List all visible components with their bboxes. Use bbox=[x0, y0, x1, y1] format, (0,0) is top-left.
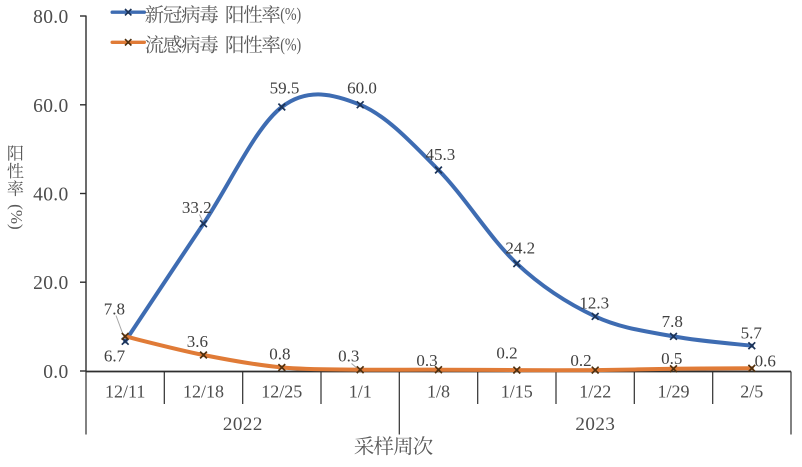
svg-text:59.5: 59.5 bbox=[270, 79, 300, 98]
svg-text:1/8: 1/8 bbox=[427, 382, 450, 402]
svg-text:45.3: 45.3 bbox=[426, 145, 456, 164]
svg-text:(%): (%) bbox=[280, 4, 301, 25]
svg-text:2023: 2023 bbox=[575, 414, 615, 435]
svg-text:1/1: 1/1 bbox=[349, 382, 372, 402]
svg-text:12/18: 12/18 bbox=[183, 382, 224, 402]
svg-text:12/11: 12/11 bbox=[105, 382, 145, 402]
svg-text:60.0: 60.0 bbox=[347, 78, 377, 97]
svg-text:6.7: 6.7 bbox=[104, 347, 126, 366]
svg-text:(%): (%) bbox=[7, 204, 26, 229]
svg-text:24.2: 24.2 bbox=[505, 239, 535, 258]
svg-text:0.6: 0.6 bbox=[755, 352, 776, 371]
svg-text:5.7: 5.7 bbox=[741, 324, 763, 343]
svg-text:1/22: 1/22 bbox=[579, 382, 611, 402]
svg-text:12.3: 12.3 bbox=[579, 294, 609, 313]
svg-text:2022: 2022 bbox=[223, 414, 263, 435]
svg-text:40.0: 40.0 bbox=[33, 185, 68, 206]
svg-text:7.8: 7.8 bbox=[662, 312, 683, 331]
svg-text:1/15: 1/15 bbox=[501, 382, 533, 402]
svg-text:0.0: 0.0 bbox=[43, 362, 68, 383]
svg-text:0.8: 0.8 bbox=[269, 345, 290, 364]
svg-text:2/5: 2/5 bbox=[740, 382, 763, 402]
svg-text:0.2: 0.2 bbox=[570, 351, 591, 370]
svg-text:20.0: 20.0 bbox=[33, 273, 68, 294]
svg-text:1/29: 1/29 bbox=[657, 382, 689, 402]
svg-text:0.2: 0.2 bbox=[496, 344, 517, 363]
svg-text:0.3: 0.3 bbox=[338, 347, 359, 366]
svg-text:3.6: 3.6 bbox=[187, 332, 208, 351]
svg-text:60.0: 60.0 bbox=[33, 96, 68, 117]
svg-text:(%): (%) bbox=[280, 34, 301, 55]
svg-text:12/25: 12/25 bbox=[261, 382, 302, 402]
svg-text:0.3: 0.3 bbox=[416, 351, 437, 370]
svg-text:33.2: 33.2 bbox=[182, 198, 212, 217]
svg-text:7.8: 7.8 bbox=[104, 299, 125, 318]
svg-text:80.0: 80.0 bbox=[33, 7, 68, 28]
svg-text:0.5: 0.5 bbox=[661, 349, 682, 368]
